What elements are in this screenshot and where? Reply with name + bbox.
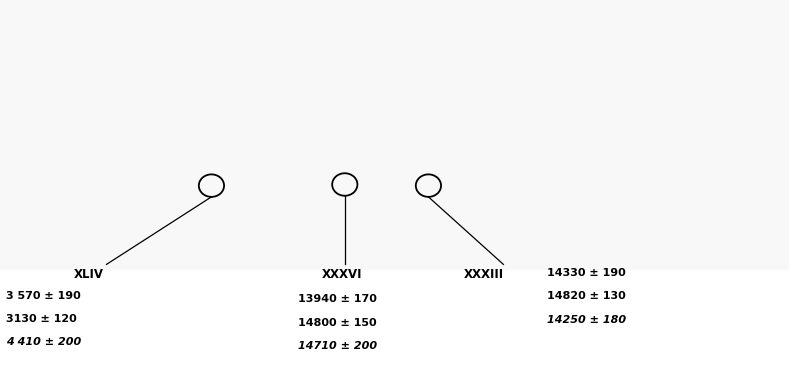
Text: XXXIII: XXXIII	[464, 268, 504, 281]
Text: XXXVI: XXXVI	[322, 268, 362, 281]
Bar	[0, 0, 789, 270]
Text: 14800 ± 150: 14800 ± 150	[298, 318, 377, 328]
Text: 13940 ± 170: 13940 ± 170	[298, 294, 377, 304]
Text: 4 410 ± 200: 4 410 ± 200	[6, 337, 81, 347]
Text: 3 570 ± 190: 3 570 ± 190	[6, 291, 81, 301]
Text: 3130 ± 120: 3130 ± 120	[6, 314, 77, 324]
Text: 14330 ± 190: 14330 ± 190	[547, 268, 626, 278]
Text: 14820 ± 130: 14820 ± 130	[547, 291, 626, 302]
Text: XLIV: XLIV	[73, 268, 103, 281]
Text: 14710 ± 200: 14710 ± 200	[298, 341, 377, 351]
Text: 14250 ± 180: 14250 ± 180	[547, 315, 626, 325]
